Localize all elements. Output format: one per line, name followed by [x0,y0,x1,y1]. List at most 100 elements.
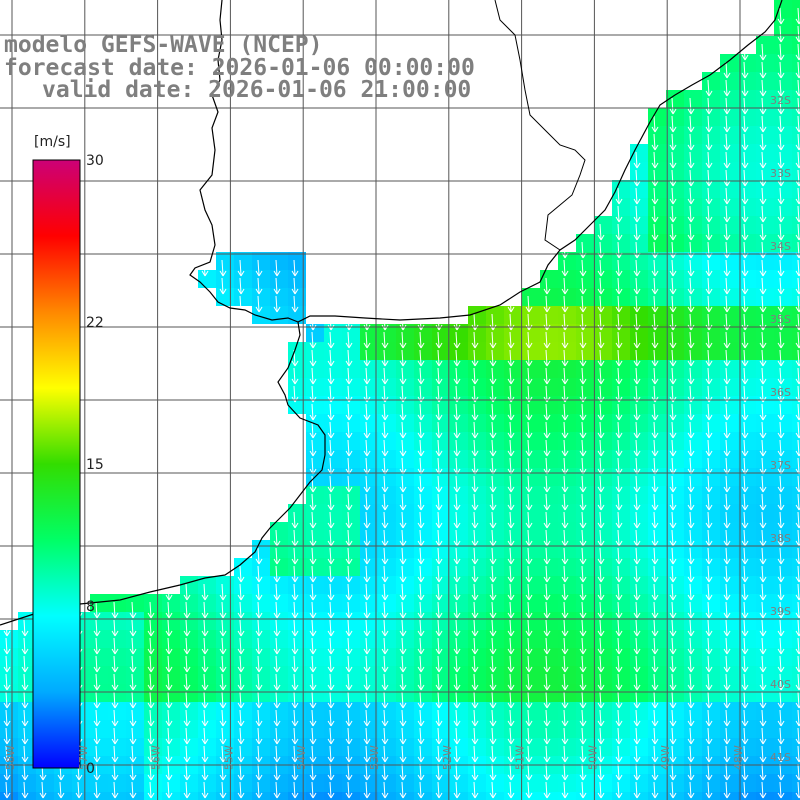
wind-cell [684,774,702,792]
wind-arrow [597,673,605,691]
wind-arrow [543,637,551,655]
colorbar-tick-label: 22 [86,315,104,331]
wind-arrow [327,511,335,529]
wind-arrow [327,709,335,727]
wind-cell [738,360,756,378]
wind-cell [288,666,306,684]
wind-cell [666,558,684,576]
wind-cell [162,666,180,684]
wind-cell [666,234,684,252]
wind-arrow [687,403,695,421]
wind-cell [666,432,684,450]
lat-label: 32S [770,94,791,107]
wind-arrow [723,637,731,655]
wind-arrow [543,367,551,385]
wind-cell [630,162,648,180]
wind-cell [594,234,612,252]
wind-cell [648,558,666,576]
wind-arrow [471,529,479,547]
wind-arrow [705,151,713,169]
wind-cell [162,720,180,738]
wind-cell [216,630,234,648]
wind-arrow [399,349,407,367]
wind-cell [774,504,792,522]
wind-arrow [633,223,641,241]
wind-arrow [741,223,749,241]
wind-arrow [309,709,317,727]
wind-arrow [687,331,695,349]
wind-cell [126,594,144,612]
wind-arrow [759,655,767,673]
wind-cell [324,522,342,540]
wind-arrow [543,763,551,781]
wind-arrow [705,637,713,655]
wind-arrow [93,781,101,799]
wind-cell [648,432,666,450]
wind-arrow [507,421,515,439]
wind-cell [738,198,756,216]
wind-cell [648,198,666,216]
wind-arrow [687,493,695,511]
wind-arrow [669,295,677,313]
wind-arrow [651,223,659,241]
title-line-2: forecast date: 2026-01-06 00:00:00 [4,55,475,81]
lat-label: 33S [770,167,791,180]
wind-cell [612,738,630,756]
wind-arrow [3,727,11,745]
wind-arrow [291,565,299,583]
wind-arrow [633,187,641,205]
wind-arrow [21,691,29,709]
wind-cell [738,738,756,756]
wind-arrow [669,97,677,115]
wind-arrow [615,529,623,547]
wind-arrow [561,475,569,493]
wind-cell [576,702,594,720]
wind-cell [18,774,36,792]
wind-arrow [579,421,587,439]
wind-cell [738,432,756,450]
wind-cell [108,648,126,666]
wind-arrow [525,403,533,421]
wind-cell [594,522,612,540]
wind-arrow [399,655,407,673]
wind-arrow [669,781,677,799]
wind-cell [486,666,504,684]
wind-cell [576,342,594,360]
wind-arrow [597,439,605,457]
wind-cell [684,432,702,450]
wind-cell [738,612,756,630]
wind-cell [576,576,594,594]
wind-arrow [651,619,659,637]
wind-arrow [615,331,623,349]
wind-cell [468,342,486,360]
wind-arrow [363,349,371,367]
wind-cell [90,594,108,612]
wind-arrow [687,169,695,187]
wind-cell [612,216,630,234]
wind-cell [342,648,360,666]
wind-arrow [381,439,389,457]
wind-cell [378,774,396,792]
wind-cell [720,216,738,234]
wind-cell [594,360,612,378]
wind-cell [792,234,800,252]
wind-arrow [435,565,443,583]
wind-arrow [147,637,155,655]
wind-arrow [129,655,137,673]
wind-arrow [705,79,713,97]
wind-arrow [579,727,587,745]
wind-arrow [579,349,587,367]
wind-cell [666,90,684,108]
wind-arrow [561,619,569,637]
wind-cell [684,792,702,800]
wind-arrow [651,349,659,367]
wind-arrow [615,655,623,673]
wind-cell [504,324,522,342]
wind-cell [450,432,468,450]
wind-cell [360,630,378,648]
wind-arrow [597,565,605,583]
wind-arrow [111,709,119,727]
wind-cell [144,594,162,612]
wind-cell [180,792,198,800]
wind-arrow [201,655,209,673]
